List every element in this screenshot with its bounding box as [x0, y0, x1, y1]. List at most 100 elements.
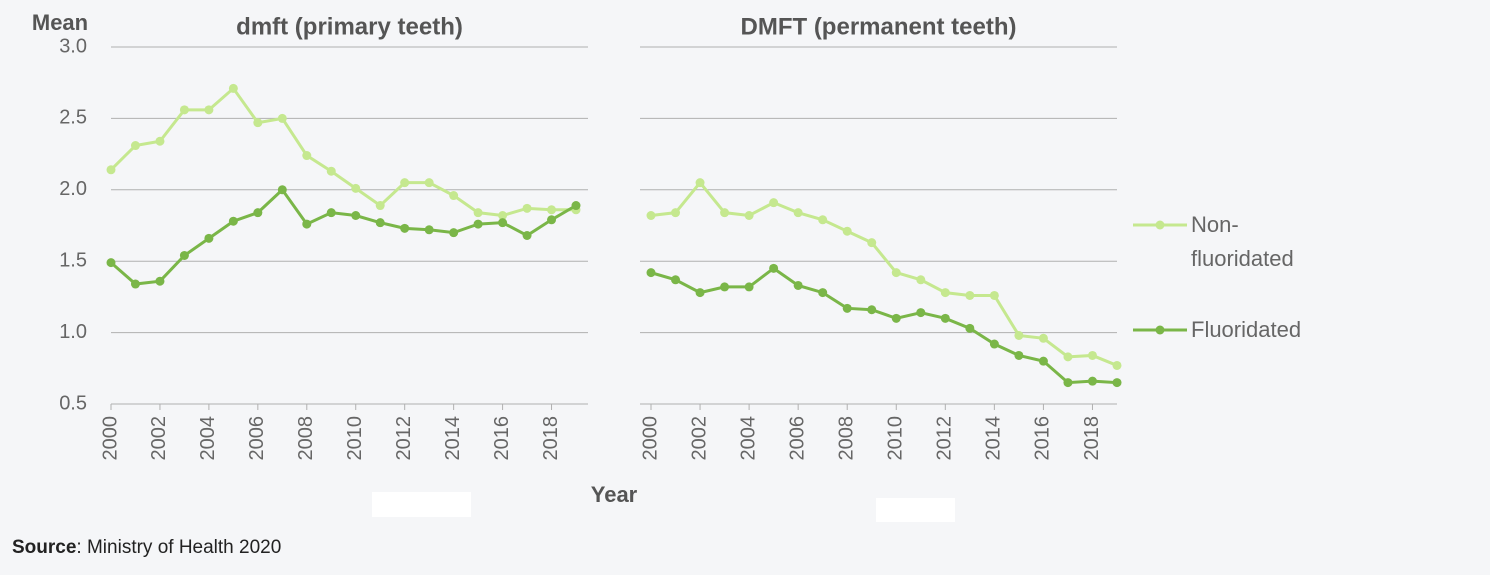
data-point: [155, 136, 165, 146]
x-tick-label: 2002: [688, 416, 710, 461]
data-point: [277, 113, 287, 123]
x-tick-label: 2006: [246, 416, 268, 461]
data-point: [695, 288, 705, 298]
x-tick-label: 2014: [983, 416, 1005, 461]
data-point: [1038, 356, 1048, 366]
series-line: [110, 187, 577, 286]
x-tick-label: 2012: [393, 416, 415, 461]
source-text: : Ministry of Health 2020: [76, 537, 281, 558]
data-point: [277, 185, 287, 195]
data-point: [769, 263, 779, 273]
data-point: [400, 178, 410, 188]
data-point: [793, 208, 803, 218]
y-tick-label: 0.5: [59, 392, 87, 414]
data-point: [646, 211, 656, 221]
x-tick-label: 2010: [885, 416, 907, 461]
data-point: [424, 225, 434, 235]
data-point: [155, 276, 165, 286]
data-point: [646, 268, 656, 278]
y-axis-label: Mean: [32, 10, 88, 35]
data-point: [375, 218, 385, 228]
data-point: [818, 288, 828, 298]
x-tick-label: 2016: [1032, 416, 1054, 461]
data-point: [916, 308, 926, 318]
data-point: [1014, 330, 1024, 340]
data-point: [940, 288, 950, 298]
x-tick-label: 2008: [295, 416, 317, 461]
data-point: [473, 219, 483, 229]
data-point: [498, 211, 508, 221]
data-point: [965, 290, 975, 300]
data-point: [547, 215, 557, 225]
data-point: [130, 279, 140, 289]
y-tick-label: 1.0: [59, 321, 87, 343]
data-point: [130, 141, 140, 151]
x-tick-label: 2010: [344, 416, 366, 461]
data-point: [302, 219, 312, 229]
data-point: [204, 105, 214, 115]
data-point: [916, 275, 926, 285]
x-tick-label: 2004: [197, 416, 219, 461]
data-point: [326, 166, 336, 176]
data-point: [1014, 350, 1024, 360]
data-point: [842, 303, 852, 313]
data-point: [989, 339, 999, 349]
data-point: [449, 228, 459, 238]
data-point: [351, 211, 361, 221]
data-point: [1038, 333, 1048, 343]
x-tick-label: 2000: [99, 416, 121, 461]
data-point: [571, 201, 581, 211]
data-point: [1063, 352, 1073, 362]
data-point: [720, 282, 730, 292]
chart-title: dmft (primary teeth): [236, 13, 463, 40]
data-point: [1087, 376, 1097, 386]
data-point: [818, 215, 828, 225]
data-point: [106, 258, 116, 268]
y-tick-label: 2.0: [59, 178, 87, 200]
data-point: [867, 238, 877, 248]
data-point: [769, 198, 779, 208]
data-point: [228, 216, 238, 226]
data-point: [744, 211, 754, 221]
data-point: [204, 233, 214, 243]
data-point: [1087, 350, 1097, 360]
x-tick-label: 2004: [737, 416, 759, 461]
x-tick-label: 2000: [639, 416, 661, 461]
y-tick-label: 1.5: [59, 249, 87, 271]
data-point: [228, 83, 238, 93]
data-point: [965, 323, 975, 333]
legend-item: Non-fluoridated: [1133, 208, 1326, 276]
data-point: [522, 230, 532, 240]
x-tick-label: 2006: [786, 416, 808, 461]
data-point: [253, 118, 263, 128]
data-point: [424, 178, 434, 188]
x-tick-label: 2002: [148, 416, 170, 461]
source-label: Source: [12, 537, 76, 558]
x-axis-label: Year: [591, 482, 638, 507]
data-point: [253, 208, 263, 218]
data-point: [449, 191, 459, 201]
x-tick-label: 2008: [835, 416, 857, 461]
x-tick-label: 2014: [442, 416, 464, 461]
data-point: [842, 226, 852, 236]
legend-swatch: [1133, 220, 1187, 230]
data-point: [106, 165, 116, 175]
data-point: [302, 151, 312, 161]
legend-label: Non-fluoridated: [1191, 212, 1294, 271]
blank-box: [876, 498, 955, 522]
data-point: [720, 208, 730, 218]
data-point: [695, 178, 705, 188]
data-point: [793, 280, 803, 290]
data-point: [744, 282, 754, 292]
data-point: [1063, 378, 1073, 388]
x-tick-label: 2016: [491, 416, 513, 461]
legend-swatch: [1133, 325, 1187, 335]
blank-box: [372, 492, 471, 517]
x-tick-label: 2018: [540, 416, 562, 461]
y-tick-label: 3.0: [59, 35, 87, 57]
data-point: [671, 208, 681, 218]
data-point: [891, 268, 901, 278]
data-point: [522, 203, 532, 213]
